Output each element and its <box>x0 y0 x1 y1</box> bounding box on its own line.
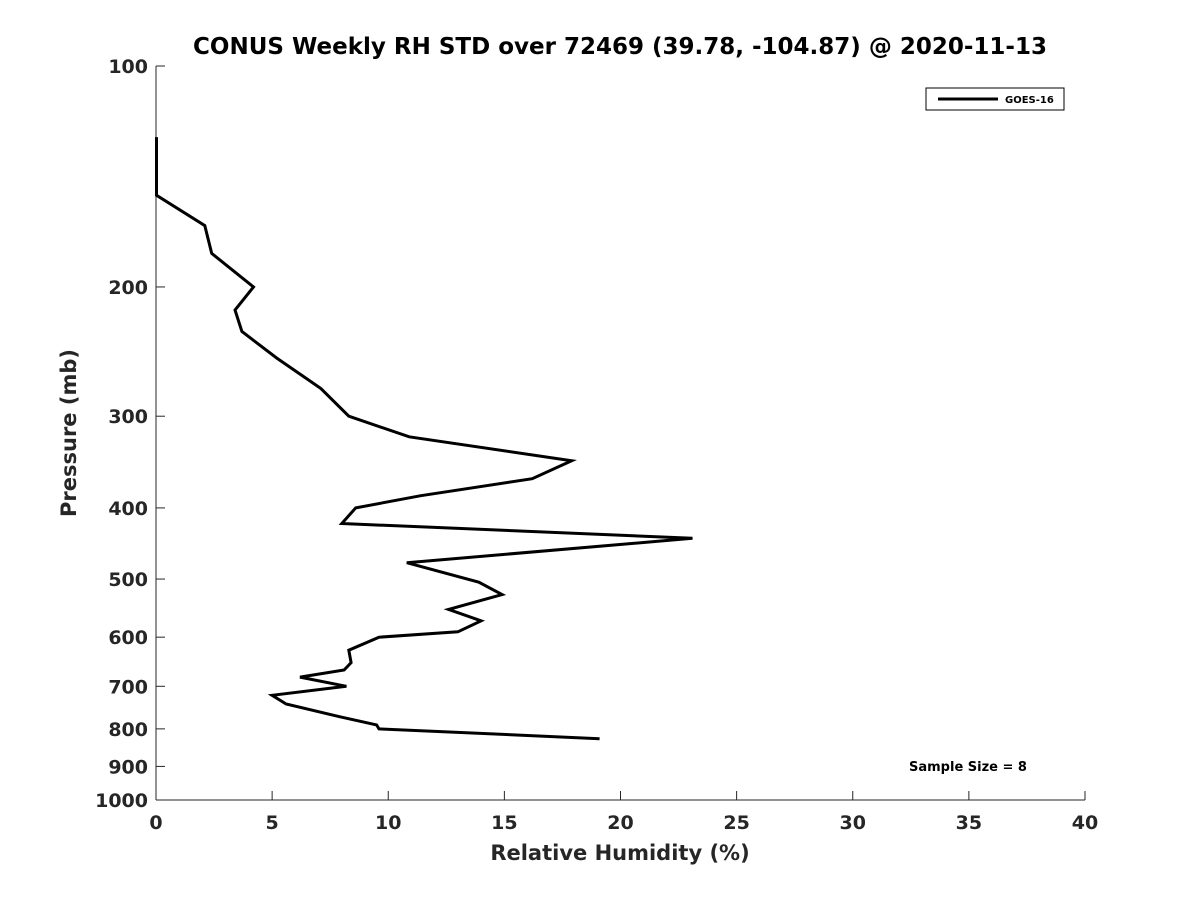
sample-size-annotation: Sample Size = 8 <box>909 760 1027 775</box>
x-tick-label: 30 <box>840 812 866 834</box>
chart-title: CONUS Weekly RH STD over 72469 (39.78, -… <box>193 34 1047 60</box>
y-tick-label: 300 <box>108 406 148 428</box>
y-axis-label: Pressure (mb) <box>57 349 81 517</box>
series-lines <box>155 137 693 741</box>
x-tick-label: 0 <box>149 812 162 834</box>
y-tick-label: 900 <box>108 756 148 778</box>
y-tick-label: 700 <box>108 676 148 698</box>
x-tick-label: 25 <box>723 812 749 834</box>
y-tick-label: 800 <box>108 719 148 741</box>
x-tick-label: 40 <box>1072 812 1098 834</box>
legend-label-goes-16: GOES-16 <box>1005 95 1054 106</box>
x-tick-label: 15 <box>491 812 517 834</box>
y-tick-label: 1000 <box>95 790 148 812</box>
x-tick-label: 5 <box>266 812 279 834</box>
x-tick-label: 35 <box>956 812 982 834</box>
x-axis-ticks: 0 5 10 15 20 25 30 35 40 <box>149 791 1098 834</box>
x-tick-label: 10 <box>375 812 401 834</box>
y-axis-ticks: 100 200 300 400 500 600 700 800 900 1000 <box>95 56 165 812</box>
y-tick-label: 400 <box>108 498 148 520</box>
legend: GOES-16 <box>925 87 1065 111</box>
y-tick-label: 100 <box>108 56 148 78</box>
y-tick-label: 500 <box>108 569 148 591</box>
x-axis-label: Relative Humidity (%) <box>490 841 749 865</box>
x-tick-label: 20 <box>607 812 633 834</box>
y-tick-label: 200 <box>108 277 148 299</box>
y-tick-label: 600 <box>108 627 148 649</box>
series-line-goes-16 <box>155 137 693 741</box>
